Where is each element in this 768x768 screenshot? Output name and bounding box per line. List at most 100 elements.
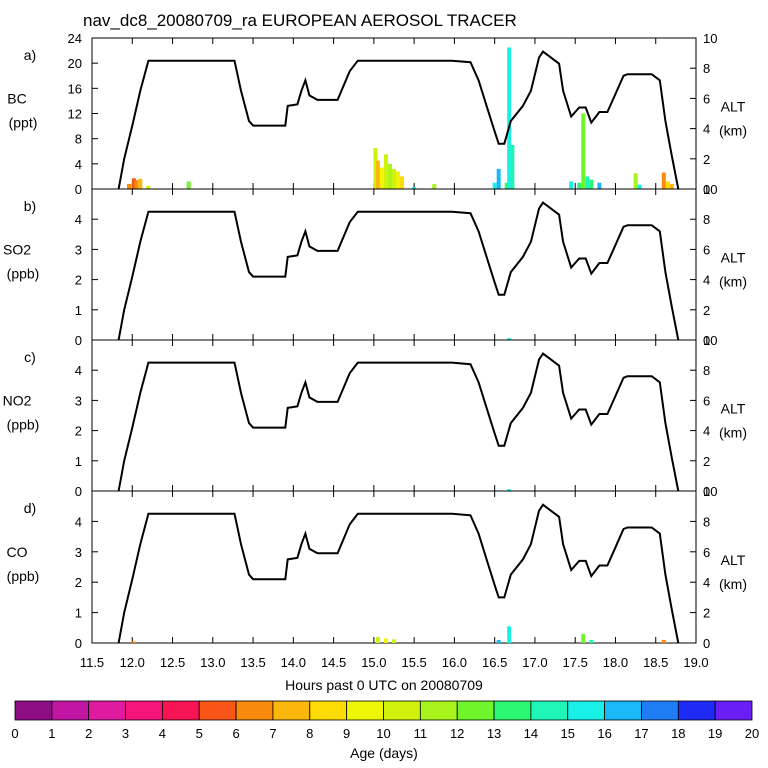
panel-so2: 0 1 2 3 4 0 2 4 6 8 10 b) SO2 (ppb) ALT (km) bbox=[3, 182, 747, 348]
tracer-bar bbox=[131, 641, 136, 643]
tracer-bar bbox=[146, 185, 151, 189]
colorbar-swatch bbox=[198, 700, 237, 721]
tracer-bar bbox=[186, 181, 191, 189]
x-tick-label: 15.0 bbox=[361, 655, 386, 670]
panel-co: 0 1 2 3 4 0 2 4 6 8 10 d) CO (ppb) ALT (km) bbox=[7, 484, 748, 651]
tracer-bar bbox=[375, 160, 380, 189]
y-tick-label: 2 bbox=[75, 575, 82, 590]
species-unit: (ppb) bbox=[7, 568, 40, 584]
tracer-bar bbox=[577, 182, 582, 189]
x-tick-label: 16.0 bbox=[442, 655, 467, 670]
alt-unit: (km) bbox=[719, 123, 747, 139]
alt-tick-label: 0 bbox=[703, 484, 710, 499]
tracer-bar bbox=[585, 176, 590, 189]
colorbar-swatch bbox=[309, 700, 348, 721]
panel-label: c) bbox=[24, 349, 36, 365]
panel-label: b) bbox=[24, 198, 36, 214]
tracer-bar bbox=[400, 176, 405, 189]
colorbar-tick-label: 3 bbox=[122, 726, 129, 741]
x-tick-label: 12.5 bbox=[160, 655, 185, 670]
colorbar-swatch bbox=[125, 700, 163, 721]
y-tick-label: 0 bbox=[75, 636, 82, 651]
tracer-bar bbox=[507, 489, 512, 491]
colorbar-tick-label: 18 bbox=[671, 726, 685, 741]
alt-tick-label: 6 bbox=[703, 393, 710, 408]
tracer-bar bbox=[379, 167, 384, 189]
tracer-bar bbox=[392, 639, 396, 643]
alt-tick-label: 8 bbox=[703, 363, 710, 378]
tracer-bar bbox=[504, 182, 509, 189]
alt-tick-label: 6 bbox=[703, 91, 710, 106]
x-tick-label: 11.5 bbox=[80, 655, 104, 670]
y-tick-label: 0 bbox=[75, 484, 82, 499]
y-tick-label: 3 bbox=[75, 242, 82, 257]
alt-tick-label: 10 bbox=[703, 333, 717, 348]
tracer-bar bbox=[496, 168, 501, 189]
colorbar-swatch bbox=[641, 700, 679, 721]
alt-tick-label: 8 bbox=[703, 212, 710, 227]
species-unit: (ppt) bbox=[9, 115, 38, 131]
x-axis-label: Hours past 0 UTC on 20080709 bbox=[285, 677, 483, 693]
species-label: SO2 bbox=[3, 242, 31, 258]
alt-unit: (km) bbox=[719, 274, 747, 290]
tracer-bar bbox=[396, 171, 401, 189]
alt-tick-label: 10 bbox=[703, 484, 717, 499]
colorbar-tick-label: 7 bbox=[269, 726, 276, 741]
alt-tick-label: 4 bbox=[703, 273, 710, 288]
x-tick-label: 13.5 bbox=[240, 655, 265, 670]
y-tick-label: 24 bbox=[68, 31, 82, 46]
tracer-bar bbox=[665, 181, 670, 189]
x-tick-label: 19.0 bbox=[683, 655, 708, 670]
y-tick-label: 20 bbox=[68, 56, 82, 71]
tracer-bar bbox=[589, 179, 594, 189]
alt-label: ALT bbox=[721, 401, 746, 417]
y-tick-label: 0 bbox=[75, 182, 82, 197]
colorbar-swatch bbox=[714, 700, 753, 721]
colorbar-tick-label: 20 bbox=[745, 726, 759, 741]
tracer-bar bbox=[375, 636, 380, 643]
colorbar-swatch bbox=[419, 700, 458, 721]
x-tick-label: 14.5 bbox=[321, 655, 346, 670]
colorbar-tick-label: 4 bbox=[159, 726, 166, 741]
colorbar-swatch bbox=[567, 700, 605, 721]
colorbar-tick-label: 11 bbox=[414, 726, 428, 741]
colorbar-tick-label: 10 bbox=[376, 726, 390, 741]
colorbar-swatch bbox=[604, 700, 642, 721]
tracer-bar bbox=[383, 154, 388, 189]
y-tick-label: 4 bbox=[75, 212, 82, 227]
alt-label: ALT bbox=[721, 99, 746, 115]
alt-unit: (km) bbox=[719, 576, 747, 592]
species-label: BC bbox=[7, 91, 26, 107]
tracer-bar bbox=[127, 183, 132, 189]
alt-unit: (km) bbox=[719, 425, 747, 441]
alt-tick-label: 8 bbox=[703, 514, 710, 529]
colorbar-tick-label: 14 bbox=[524, 726, 538, 741]
panels-group: 048121620240246810a)BC(ppt)ALT(km)012340… bbox=[3, 31, 747, 651]
colorbar-swatch bbox=[456, 700, 495, 721]
alt-tick-label: 0 bbox=[703, 182, 710, 197]
colorbar-tick-label: 15 bbox=[561, 726, 575, 741]
colorbar-swatch bbox=[530, 700, 569, 721]
tracer-bar bbox=[581, 113, 586, 189]
alt-tick-label: 4 bbox=[703, 575, 710, 590]
colorbar-tick-label: 17 bbox=[634, 726, 648, 741]
altitude-line bbox=[117, 50, 680, 190]
y-tick-label: 16 bbox=[68, 81, 82, 96]
x-tick-label: 18.5 bbox=[643, 655, 668, 670]
x-tick-label: 18.0 bbox=[603, 655, 628, 670]
tracer-bar bbox=[131, 178, 136, 189]
tracer-bar bbox=[383, 638, 388, 643]
species-unit: (ppb) bbox=[7, 417, 40, 433]
tracer-bar bbox=[392, 168, 396, 189]
colorbar-swatch bbox=[272, 700, 311, 721]
colorbar-swatch bbox=[161, 700, 200, 721]
y-tick-label: 3 bbox=[75, 545, 82, 560]
y-tick-label: 1 bbox=[75, 606, 82, 621]
tracer-bar bbox=[496, 639, 501, 643]
tracer-bar bbox=[597, 182, 602, 189]
chart-title: nav_dc8_20080709_ra EUROPEAN AEROSOL TRA… bbox=[83, 11, 517, 30]
tracer-bar bbox=[138, 178, 143, 189]
altitude-line bbox=[117, 201, 680, 341]
x-tick-label: 13.0 bbox=[200, 655, 225, 670]
